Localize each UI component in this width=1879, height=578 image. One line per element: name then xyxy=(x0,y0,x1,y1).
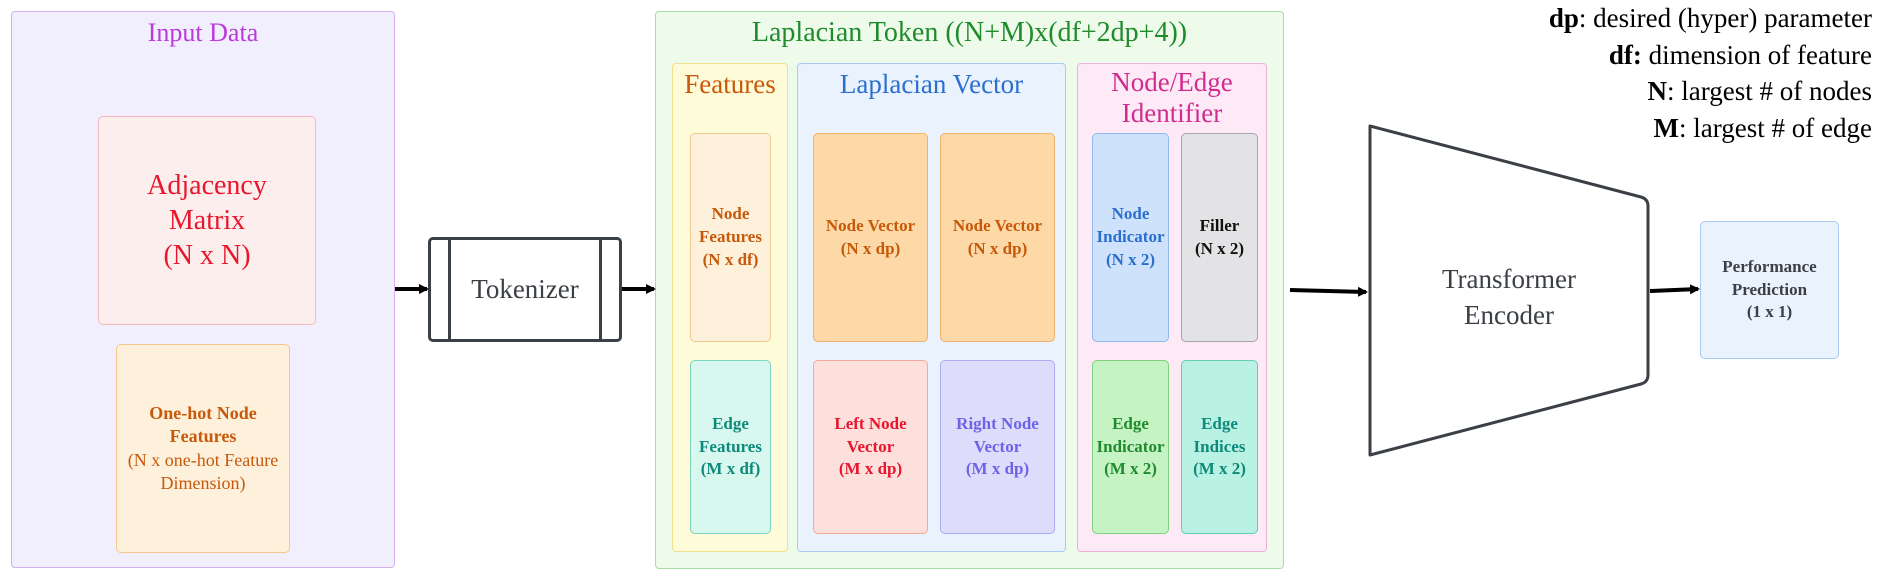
onehot-node-features-box: One-hot Node Features (N x one-hot Featu… xyxy=(116,344,290,553)
left-node-dims: (M x dp) xyxy=(838,459,903,479)
edge-features-label-2: Features xyxy=(699,436,762,456)
adjacency-matrix-box: Adjacency Matrix (N x N) xyxy=(98,116,316,325)
node-vector-2-label: Node Vector xyxy=(952,215,1043,235)
node-features-label-1: Node xyxy=(711,204,750,224)
node-indicator-label-2: Indicator xyxy=(1096,227,1165,247)
edge-indicator-label-1: Edge xyxy=(1112,413,1149,433)
legend-m-sep: : xyxy=(1679,112,1687,143)
node-vector-1-label: Node Vector xyxy=(825,215,916,235)
encoder-label-1: Transformer xyxy=(1442,264,1576,294)
node-indicator-label-1: Node xyxy=(1111,204,1150,224)
arrow-token-to-encoder xyxy=(1289,286,1368,297)
legend-dp-desc: desired (hyper) parameter xyxy=(1586,3,1872,33)
legend: dp: desired (hyper) parameter df: dimens… xyxy=(1549,0,1872,146)
right-node-label-1: Right Node xyxy=(956,413,1039,433)
edge-indicator-dims: (M x 2) xyxy=(1104,459,1157,479)
laplacian-token-title: Laplacian Token ((N+M)x(df+2dp+4)) xyxy=(751,17,1188,48)
left-node-vector-box: Left Node Vector (M x dp) xyxy=(813,360,928,534)
legend-n-sep: : xyxy=(1667,76,1675,106)
node-indicator-dims: (N x 2) xyxy=(1105,249,1156,269)
input-data-title: Input Data xyxy=(147,18,259,47)
arrow-encoder-to-output xyxy=(1649,284,1700,295)
node-features-box: Node Features (N x df) xyxy=(690,133,771,342)
adjacency-label-1: Adjacency xyxy=(147,170,267,201)
identifier-title-1: Node/Edge xyxy=(1111,67,1233,97)
adjacency-label-2: Matrix xyxy=(168,205,246,236)
legend-dp-term: dp xyxy=(1548,3,1579,33)
filler-label: Filler xyxy=(1199,215,1240,235)
legend-df: df: dimension of feature xyxy=(1549,37,1872,74)
legend-df-term: df: xyxy=(1608,39,1642,70)
edge-indices-label-2: Indices xyxy=(1193,436,1246,456)
laplacian-vector-title: Laplacian Vector xyxy=(839,69,1024,99)
legend-n-term: N xyxy=(1647,76,1668,106)
edge-indices-box: Edge Indices (M x 2) xyxy=(1181,360,1258,534)
tokenizer-right-bar xyxy=(599,240,602,339)
legend-dp: dp: desired (hyper) parameter xyxy=(1549,0,1872,37)
legend-m-term: M xyxy=(1653,112,1680,143)
node-indicator-box: Node Indicator (N x 2) xyxy=(1092,133,1169,342)
left-node-label-2: Vector xyxy=(846,436,895,456)
right-node-vector-box: Right Node Vector (M x dp) xyxy=(940,360,1055,534)
legend-dp-sep: : xyxy=(1578,3,1587,33)
legend-df-desc: dimension of feature xyxy=(1641,39,1872,70)
onehot-dims-2: Dimension) xyxy=(160,472,246,493)
edge-indices-label-1: Edge xyxy=(1201,413,1238,433)
onehot-label-2: Features xyxy=(169,426,237,447)
edge-indicator-box: Edge Indicator (M x 2) xyxy=(1092,360,1169,534)
legend-m-desc: largest # of edge xyxy=(1686,112,1872,143)
edge-indices-dims: (M x 2) xyxy=(1193,459,1246,479)
onehot-dims-1: (N x one-hot Feature xyxy=(127,449,279,470)
filler-dims: (N x 2) xyxy=(1194,238,1245,258)
node-features-dims: (N x df) xyxy=(702,249,759,269)
adjacency-dims: (N x N) xyxy=(163,240,251,271)
edge-features-box: Edge Features (M x df) xyxy=(690,360,771,534)
onehot-label-1: One-hot Node xyxy=(149,402,257,423)
edge-indicator-label-2: Indicator xyxy=(1096,436,1165,456)
node-vector-2-dims: (N x dp) xyxy=(967,238,1028,258)
identifier-title-2: Identifier xyxy=(1121,98,1223,129)
output-label-2: Prediction xyxy=(1731,279,1808,299)
legend-n-desc: largest # of nodes xyxy=(1674,76,1872,106)
node-vector-box-2: Node Vector (N x dp) xyxy=(940,133,1055,342)
tokenizer-label: Tokenizer xyxy=(471,274,579,304)
output-dims: (1 x 1) xyxy=(1746,302,1793,322)
tokenizer-left-bar xyxy=(448,240,451,339)
transformer-encoder-shape xyxy=(1368,124,1650,457)
node-vector-1-dims: (N x dp) xyxy=(840,238,901,258)
output-label-1: Performance xyxy=(1722,256,1817,276)
performance-prediction-box: Performance Prediction (1 x 1) xyxy=(1700,221,1839,359)
identifier-title: Node/Edge Identifier xyxy=(1078,67,1266,129)
edge-features-dims: (M x df) xyxy=(700,459,761,479)
tokenizer-box: Tokenizer xyxy=(428,237,622,342)
legend-n: N: largest # of nodes xyxy=(1549,73,1872,110)
encoder-label-2: Encoder xyxy=(1464,300,1554,331)
node-vector-box-1: Node Vector (N x dp) xyxy=(813,133,928,342)
node-features-label-2: Features xyxy=(699,227,762,247)
right-node-label-2: Vector xyxy=(973,436,1022,456)
legend-m: M: largest # of edge xyxy=(1549,110,1872,147)
left-node-label-1: Left Node xyxy=(834,413,907,433)
right-node-dims: (M x dp) xyxy=(965,459,1030,479)
transformer-encoder-label: Transformer Encoder xyxy=(1380,261,1638,334)
filler-box: Filler (N x 2) xyxy=(1181,133,1258,342)
edge-features-label-1: Edge xyxy=(712,413,749,433)
features-title: Features xyxy=(684,69,776,99)
